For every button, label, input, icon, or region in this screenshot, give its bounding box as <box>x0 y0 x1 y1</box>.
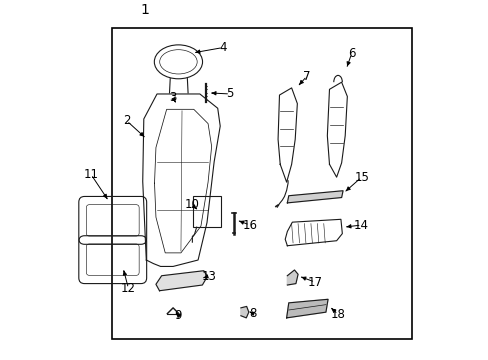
Text: 5: 5 <box>226 87 233 100</box>
Polygon shape <box>287 270 298 285</box>
Text: 10: 10 <box>184 198 199 211</box>
Text: 11: 11 <box>83 168 98 181</box>
Bar <box>193 196 221 227</box>
Text: 16: 16 <box>242 219 257 231</box>
Polygon shape <box>287 191 343 203</box>
Text: 3: 3 <box>169 91 176 104</box>
Text: 8: 8 <box>249 307 257 320</box>
Text: 14: 14 <box>353 219 368 231</box>
Text: 18: 18 <box>330 308 345 321</box>
Polygon shape <box>156 271 207 291</box>
Bar <box>112 28 411 338</box>
Text: 1: 1 <box>140 3 149 17</box>
Text: 7: 7 <box>303 69 310 82</box>
Text: 17: 17 <box>307 276 322 289</box>
Text: 9: 9 <box>174 309 182 322</box>
Text: 2: 2 <box>122 114 130 127</box>
Text: 4: 4 <box>219 41 226 54</box>
Polygon shape <box>241 306 248 318</box>
Polygon shape <box>286 299 327 318</box>
Text: 15: 15 <box>353 171 368 184</box>
Text: 6: 6 <box>347 47 355 60</box>
Text: 12: 12 <box>121 282 136 295</box>
Text: 13: 13 <box>201 270 216 283</box>
